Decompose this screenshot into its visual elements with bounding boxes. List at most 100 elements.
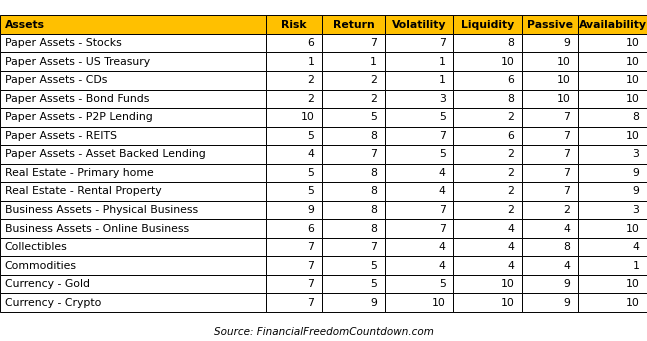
- Bar: [322, 219, 384, 238]
- Text: 10: 10: [501, 298, 514, 308]
- Bar: [384, 182, 454, 201]
- Text: 2: 2: [507, 187, 514, 196]
- Text: 5: 5: [370, 261, 377, 271]
- Text: 2: 2: [507, 168, 514, 178]
- Bar: [384, 219, 454, 238]
- Text: 4: 4: [507, 242, 514, 252]
- Text: 8: 8: [370, 205, 377, 215]
- Text: 9: 9: [632, 168, 639, 178]
- Bar: [522, 219, 578, 238]
- Text: 8: 8: [632, 112, 639, 122]
- Text: 1: 1: [370, 57, 377, 67]
- Text: 1: 1: [632, 261, 639, 271]
- Text: 1: 1: [307, 57, 314, 67]
- Bar: [266, 34, 322, 53]
- Text: 7: 7: [564, 149, 571, 159]
- Bar: [454, 182, 522, 201]
- Bar: [322, 34, 384, 53]
- Bar: [266, 127, 322, 145]
- Text: 10: 10: [556, 57, 571, 67]
- Text: 6: 6: [307, 38, 314, 48]
- Bar: [0, 182, 266, 201]
- Bar: [522, 164, 578, 182]
- Bar: [384, 15, 454, 34]
- Text: Return: Return: [333, 20, 375, 30]
- Text: 9: 9: [307, 205, 314, 215]
- Bar: [384, 275, 454, 294]
- Bar: [0, 145, 266, 164]
- Text: 8: 8: [370, 168, 377, 178]
- Bar: [322, 238, 384, 256]
- Bar: [266, 219, 322, 238]
- Bar: [454, 294, 522, 312]
- Bar: [522, 15, 578, 34]
- Text: 4: 4: [439, 187, 446, 196]
- Text: Liquidity: Liquidity: [461, 20, 514, 30]
- Text: 10: 10: [626, 298, 639, 308]
- Text: 8: 8: [370, 131, 377, 141]
- Bar: [322, 294, 384, 312]
- Bar: [454, 219, 522, 238]
- Bar: [384, 34, 454, 53]
- Text: 10: 10: [626, 57, 639, 67]
- Text: 2: 2: [370, 94, 377, 104]
- Bar: [384, 127, 454, 145]
- Text: Paper Assets - REITS: Paper Assets - REITS: [5, 131, 116, 141]
- Text: Paper Assets - US Treasury: Paper Assets - US Treasury: [5, 57, 149, 67]
- Bar: [454, 53, 522, 71]
- Text: 7: 7: [370, 242, 377, 252]
- Text: Commodities: Commodities: [5, 261, 76, 271]
- Text: 7: 7: [564, 131, 571, 141]
- Bar: [384, 71, 454, 90]
- Bar: [522, 53, 578, 71]
- Bar: [578, 15, 647, 34]
- Bar: [0, 256, 266, 275]
- Text: 7: 7: [307, 279, 314, 289]
- Bar: [522, 90, 578, 108]
- Text: 6: 6: [507, 131, 514, 141]
- Bar: [322, 164, 384, 182]
- Text: 10: 10: [556, 75, 571, 85]
- Bar: [522, 238, 578, 256]
- Text: 4: 4: [564, 224, 571, 234]
- Bar: [522, 145, 578, 164]
- Bar: [322, 145, 384, 164]
- Bar: [322, 127, 384, 145]
- Text: 8: 8: [507, 38, 514, 48]
- Text: 5: 5: [439, 279, 446, 289]
- Bar: [322, 108, 384, 127]
- Bar: [322, 53, 384, 71]
- Text: 3: 3: [632, 149, 639, 159]
- Text: Collectibles: Collectibles: [5, 242, 67, 252]
- Bar: [266, 201, 322, 219]
- Bar: [578, 182, 647, 201]
- Text: 10: 10: [626, 224, 639, 234]
- Bar: [0, 294, 266, 312]
- Bar: [522, 108, 578, 127]
- Bar: [454, 108, 522, 127]
- Bar: [322, 15, 384, 34]
- Bar: [522, 182, 578, 201]
- Text: 4: 4: [439, 261, 446, 271]
- Text: 10: 10: [501, 279, 514, 289]
- Bar: [266, 71, 322, 90]
- Text: 6: 6: [507, 75, 514, 85]
- Text: Assets: Assets: [5, 20, 45, 30]
- Bar: [578, 145, 647, 164]
- Text: 5: 5: [439, 149, 446, 159]
- Text: 9: 9: [564, 38, 571, 48]
- Bar: [266, 238, 322, 256]
- Bar: [522, 201, 578, 219]
- Bar: [0, 53, 266, 71]
- Bar: [454, 256, 522, 275]
- Bar: [578, 219, 647, 238]
- Text: 2: 2: [370, 75, 377, 85]
- Text: Paper Assets - P2P Lending: Paper Assets - P2P Lending: [5, 112, 152, 122]
- Bar: [522, 71, 578, 90]
- Bar: [0, 164, 266, 182]
- Text: Passive: Passive: [527, 20, 573, 30]
- Bar: [266, 145, 322, 164]
- Bar: [266, 256, 322, 275]
- Bar: [384, 164, 454, 182]
- Bar: [322, 182, 384, 201]
